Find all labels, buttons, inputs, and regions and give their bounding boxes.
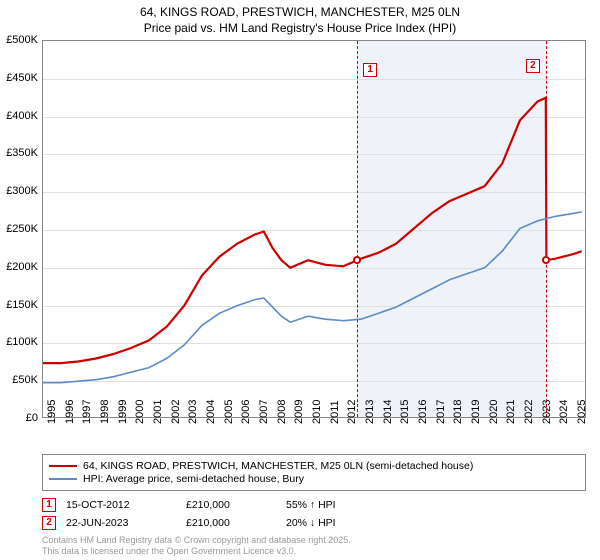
x-tick-label: 1995 — [46, 400, 58, 424]
x-tick-label: 1996 — [64, 400, 76, 424]
sale-date: 22-JUN-2023 — [66, 517, 176, 529]
x-tick-label: 2001 — [152, 400, 164, 424]
x-tick-label: 2013 — [364, 400, 376, 424]
x-tick-label: 1999 — [117, 400, 129, 424]
title-line-1: 64, KINGS ROAD, PRESTWICH, MANCHESTER, M… — [0, 4, 600, 20]
x-tick-label: 2005 — [223, 400, 235, 424]
footer: Contains HM Land Registry data © Crown c… — [42, 535, 351, 557]
y-tick-label: £200K — [0, 261, 38, 273]
y-tick-label: £400K — [0, 110, 38, 122]
x-tick-label: 2018 — [452, 400, 464, 424]
legend-item: HPI: Average price, semi-detached house,… — [49, 473, 579, 485]
y-tick-label: £250K — [0, 223, 38, 235]
y-tick-label: £350K — [0, 147, 38, 159]
x-tick-label: 2024 — [558, 400, 570, 424]
x-tick-label: 2017 — [435, 400, 447, 424]
sale-point-dot — [542, 256, 550, 264]
sale-price: £210,000 — [186, 517, 276, 529]
x-tick-label: 2009 — [293, 400, 305, 424]
x-tick-label: 2021 — [505, 400, 517, 424]
sale-hpi-delta: 55% ↑ HPI — [286, 499, 406, 511]
x-tick-label: 2012 — [346, 400, 358, 424]
chart-container: 64, KINGS ROAD, PRESTWICH, MANCHESTER, M… — [0, 0, 600, 560]
legend-label: HPI: Average price, semi-detached house,… — [83, 473, 304, 485]
sale-date: 15-OCT-2012 — [66, 499, 176, 511]
sale-marker-box: 1 — [363, 63, 377, 77]
x-tick-label: 2007 — [258, 400, 270, 424]
x-tick-label: 2010 — [311, 400, 323, 424]
series-svg — [43, 41, 587, 419]
legend: 64, KINGS ROAD, PRESTWICH, MANCHESTER, M… — [42, 454, 586, 491]
chart-area: 12 £0£50K£100K£150K£200K£250K£300K£350K£… — [42, 40, 586, 418]
x-tick-label: 2025 — [576, 400, 588, 424]
x-tick-label: 2015 — [399, 400, 411, 424]
sale-row-marker: 2 — [42, 516, 56, 530]
y-tick-label: £50K — [0, 374, 38, 386]
series-property — [43, 98, 582, 363]
sale-row: 2 22-JUN-2023 £210,000 20% ↓ HPI — [42, 514, 586, 532]
plot-region: 12 — [42, 40, 586, 418]
y-tick-label: £450K — [0, 72, 38, 84]
y-tick-label: £150K — [0, 299, 38, 311]
x-tick-label: 2022 — [523, 400, 535, 424]
x-tick-label: 2004 — [205, 400, 217, 424]
y-tick-label: £100K — [0, 336, 38, 348]
title-block: 64, KINGS ROAD, PRESTWICH, MANCHESTER, M… — [0, 0, 600, 38]
x-tick-label: 2003 — [187, 400, 199, 424]
sale-point-dot — [353, 256, 361, 264]
sale-row-marker: 1 — [42, 498, 56, 512]
x-tick-label: 2014 — [382, 400, 394, 424]
x-tick-label: 2020 — [488, 400, 500, 424]
y-tick-label: £300K — [0, 185, 38, 197]
title-line-2: Price paid vs. HM Land Registry's House … — [0, 20, 600, 36]
sale-row: 1 15-OCT-2012 £210,000 55% ↑ HPI — [42, 496, 586, 514]
sale-price: £210,000 — [186, 499, 276, 511]
y-tick-label: £0 — [0, 412, 38, 424]
sale-hpi-delta: 20% ↓ HPI — [286, 517, 406, 529]
footer-line-1: Contains HM Land Registry data © Crown c… — [42, 535, 351, 546]
legend-label: 64, KINGS ROAD, PRESTWICH, MANCHESTER, M… — [83, 460, 473, 472]
x-tick-label: 2006 — [240, 400, 252, 424]
x-tick-label: 2011 — [329, 400, 341, 424]
legend-item: 64, KINGS ROAD, PRESTWICH, MANCHESTER, M… — [49, 460, 579, 472]
legend-swatch — [49, 465, 77, 467]
footer-line-2: This data is licensed under the Open Gov… — [42, 546, 351, 557]
x-tick-label: 2000 — [134, 400, 146, 424]
sales-table: 1 15-OCT-2012 £210,000 55% ↑ HPI 2 22-JUN-202… — [42, 496, 586, 532]
series-hpi — [43, 212, 582, 383]
x-tick-label: 2008 — [276, 400, 288, 424]
sale-marker-box: 2 — [526, 59, 540, 73]
x-tick-label: 2023 — [541, 400, 553, 424]
legend-swatch — [49, 478, 77, 480]
x-tick-label: 2002 — [170, 400, 182, 424]
y-tick-label: £500K — [0, 34, 38, 46]
x-tick-label: 2019 — [470, 400, 482, 424]
x-tick-label: 1998 — [99, 400, 111, 424]
x-tick-label: 2016 — [417, 400, 429, 424]
x-tick-label: 1997 — [81, 400, 93, 424]
